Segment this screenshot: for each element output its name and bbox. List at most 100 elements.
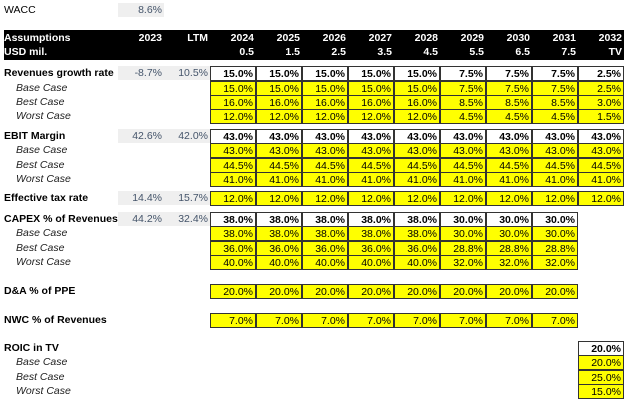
input-cell[interactable]: 40.0% bbox=[256, 255, 302, 270]
input-cell[interactable]: 3.0% bbox=[578, 95, 624, 110]
input-cell[interactable]: 43.0% bbox=[532, 129, 578, 144]
input-cell[interactable]: 12.0% bbox=[348, 109, 394, 124]
input-cell[interactable]: 16.0% bbox=[302, 95, 348, 110]
input-cell[interactable]: 15.0% bbox=[578, 384, 624, 399]
input-cell[interactable]: 43.0% bbox=[302, 129, 348, 144]
input-cell[interactable]: 43.0% bbox=[348, 143, 394, 158]
input-cell[interactable]: 25.0% bbox=[578, 370, 624, 385]
input-cell[interactable]: 43.0% bbox=[486, 143, 532, 158]
input-cell[interactable]: 15.0% bbox=[348, 81, 394, 96]
input-cell[interactable]: 43.0% bbox=[440, 143, 486, 158]
input-cell[interactable]: 38.0% bbox=[210, 212, 256, 227]
input-cell[interactable]: 15.0% bbox=[256, 81, 302, 96]
input-cell[interactable]: 38.0% bbox=[210, 226, 256, 241]
input-cell[interactable]: 38.0% bbox=[302, 212, 348, 227]
input-cell[interactable]: 8.5% bbox=[486, 95, 532, 110]
input-cell[interactable]: 20.0% bbox=[486, 284, 532, 299]
input-cell[interactable]: 8.5% bbox=[532, 95, 578, 110]
input-cell[interactable]: 40.0% bbox=[302, 255, 348, 270]
input-cell[interactable]: 43.0% bbox=[440, 129, 486, 144]
input-cell[interactable]: 44.5% bbox=[578, 158, 624, 173]
input-cell[interactable]: 44.5% bbox=[532, 158, 578, 173]
input-cell[interactable]: 30.0% bbox=[532, 212, 578, 227]
input-cell[interactable]: 15.0% bbox=[302, 66, 348, 81]
input-cell[interactable]: 41.0% bbox=[532, 172, 578, 187]
input-cell[interactable]: 15.0% bbox=[210, 81, 256, 96]
input-cell[interactable]: 12.0% bbox=[394, 191, 440, 206]
input-cell[interactable]: 38.0% bbox=[256, 212, 302, 227]
input-cell[interactable]: 36.0% bbox=[256, 241, 302, 256]
input-cell[interactable]: 12.0% bbox=[210, 191, 256, 206]
input-cell[interactable]: 7.5% bbox=[440, 81, 486, 96]
input-cell[interactable]: 40.0% bbox=[394, 255, 440, 270]
input-cell[interactable]: 30.0% bbox=[486, 212, 532, 227]
input-cell[interactable]: 30.0% bbox=[440, 212, 486, 227]
input-cell[interactable]: 43.0% bbox=[532, 143, 578, 158]
input-cell[interactable]: 44.5% bbox=[394, 158, 440, 173]
input-cell[interactable]: 7.0% bbox=[256, 313, 302, 328]
input-cell[interactable]: 7.0% bbox=[394, 313, 440, 328]
input-cell[interactable]: 41.0% bbox=[348, 172, 394, 187]
input-cell[interactable]: 28.8% bbox=[486, 241, 532, 256]
input-cell[interactable]: 16.0% bbox=[256, 95, 302, 110]
input-cell[interactable]: 12.0% bbox=[394, 109, 440, 124]
input-cell[interactable]: 38.0% bbox=[302, 226, 348, 241]
input-cell[interactable]: 44.5% bbox=[440, 158, 486, 173]
input-cell[interactable]: 32.0% bbox=[486, 255, 532, 270]
input-cell[interactable]: 28.8% bbox=[532, 241, 578, 256]
input-cell[interactable]: 12.0% bbox=[532, 191, 578, 206]
input-cell[interactable]: 15.0% bbox=[394, 81, 440, 96]
input-cell[interactable]: 7.0% bbox=[532, 313, 578, 328]
input-cell[interactable]: 12.0% bbox=[256, 191, 302, 206]
input-cell[interactable]: 12.0% bbox=[486, 191, 532, 206]
input-cell[interactable]: 41.0% bbox=[578, 172, 624, 187]
input-cell[interactable]: 43.0% bbox=[302, 143, 348, 158]
input-cell[interactable]: 16.0% bbox=[210, 95, 256, 110]
input-cell[interactable]: 7.5% bbox=[532, 66, 578, 81]
input-cell[interactable]: 38.0% bbox=[256, 226, 302, 241]
input-cell[interactable]: 4.5% bbox=[440, 109, 486, 124]
input-cell[interactable]: 38.0% bbox=[394, 226, 440, 241]
input-cell[interactable]: 36.0% bbox=[348, 241, 394, 256]
input-cell[interactable]: 15.0% bbox=[302, 81, 348, 96]
input-cell[interactable]: 12.0% bbox=[348, 191, 394, 206]
input-cell[interactable]: 38.0% bbox=[348, 212, 394, 227]
wacc-value[interactable]: 8.6% bbox=[118, 3, 164, 17]
input-cell[interactable]: 20.0% bbox=[302, 284, 348, 299]
input-cell[interactable]: 43.0% bbox=[578, 129, 624, 144]
input-cell[interactable]: 4.5% bbox=[486, 109, 532, 124]
input-cell[interactable]: 32.0% bbox=[440, 255, 486, 270]
input-cell[interactable]: 20.0% bbox=[578, 341, 624, 356]
input-cell[interactable]: 43.0% bbox=[210, 143, 256, 158]
input-cell[interactable]: 41.0% bbox=[302, 172, 348, 187]
input-cell[interactable]: 41.0% bbox=[256, 172, 302, 187]
input-cell[interactable]: 38.0% bbox=[348, 226, 394, 241]
input-cell[interactable]: 12.0% bbox=[440, 191, 486, 206]
input-cell[interactable]: 16.0% bbox=[394, 95, 440, 110]
input-cell[interactable]: 7.0% bbox=[440, 313, 486, 328]
input-cell[interactable]: 44.5% bbox=[348, 158, 394, 173]
input-cell[interactable]: 36.0% bbox=[302, 241, 348, 256]
input-cell[interactable]: 41.0% bbox=[394, 172, 440, 187]
input-cell[interactable]: 16.0% bbox=[348, 95, 394, 110]
input-cell[interactable]: 40.0% bbox=[348, 255, 394, 270]
input-cell[interactable]: 12.0% bbox=[302, 191, 348, 206]
input-cell[interactable]: 8.5% bbox=[440, 95, 486, 110]
input-cell[interactable]: 20.0% bbox=[578, 355, 624, 370]
input-cell[interactable]: 7.5% bbox=[440, 66, 486, 81]
input-cell[interactable]: 20.0% bbox=[256, 284, 302, 299]
input-cell[interactable]: 44.5% bbox=[486, 158, 532, 173]
input-cell[interactable]: 44.5% bbox=[210, 158, 256, 173]
input-cell[interactable]: 43.0% bbox=[578, 143, 624, 158]
input-cell[interactable]: 20.0% bbox=[440, 284, 486, 299]
input-cell[interactable]: 15.0% bbox=[348, 66, 394, 81]
input-cell[interactable]: 43.0% bbox=[210, 129, 256, 144]
input-cell[interactable]: 43.0% bbox=[256, 129, 302, 144]
input-cell[interactable]: 20.0% bbox=[210, 284, 256, 299]
input-cell[interactable]: 20.0% bbox=[532, 284, 578, 299]
input-cell[interactable]: 20.0% bbox=[348, 284, 394, 299]
input-cell[interactable]: 43.0% bbox=[486, 129, 532, 144]
input-cell[interactable]: 12.0% bbox=[256, 109, 302, 124]
input-cell[interactable]: 15.0% bbox=[210, 66, 256, 81]
input-cell[interactable]: 7.0% bbox=[348, 313, 394, 328]
